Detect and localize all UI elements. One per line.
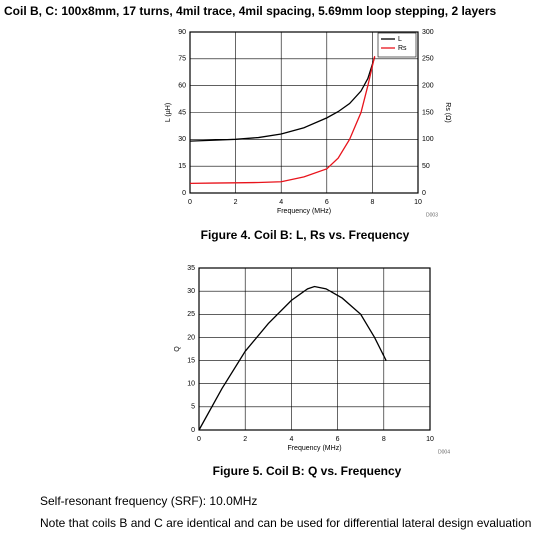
- y-tick-label: 30: [187, 288, 195, 295]
- chart: 0 2 4 6 8 100153045607590050100150200250300Fr…: [165, 29, 451, 218]
- x-tick-label: 4: [289, 436, 293, 443]
- y-tick-label: 15: [178, 163, 186, 170]
- data-line: [198, 285, 387, 431]
- x-tick-label: 2: [243, 436, 247, 443]
- x-tick-label: 6: [325, 199, 329, 206]
- y-tick-label: 30: [178, 136, 186, 143]
- x-tick-label: 4: [279, 199, 283, 206]
- note: Note that coils B and C are identical an…: [40, 516, 532, 530]
- x-tick-label: 2: [234, 199, 238, 206]
- y2-axis-label: Rs (Ω): [444, 102, 451, 122]
- x-tick-label: 8: [370, 199, 374, 206]
- y-axis-label: L (µH): [165, 103, 172, 122]
- x-tick-label: 10: [414, 199, 422, 206]
- plot-frame: [189, 31, 419, 194]
- x-tick-label: 0: [197, 436, 201, 443]
- y-tick-label: 90: [178, 29, 186, 36]
- x-tick-label: 0: [188, 199, 192, 206]
- y-tick-label: 5: [191, 404, 195, 411]
- data-line: [189, 56, 376, 142]
- x-tick-label: 8: [382, 436, 386, 443]
- page-title: Coil B, C: 100x8mm, 17 turns, 4mil trace…: [4, 4, 497, 18]
- y2-tick-label: 0: [422, 190, 426, 197]
- y-tick-label: 0: [182, 190, 186, 197]
- data-line: [189, 56, 376, 184]
- y2-tick-label: 100: [422, 136, 434, 143]
- chart: 0 2 4 6 8 10 0 5 10 15 20 25 30 35 Frequency (MHz) Q D00…: [174, 265, 450, 455]
- note: Self-resonant frequency (SRF): 10.0MHz: [40, 494, 258, 508]
- y-tick-label: 25: [187, 311, 195, 318]
- y-tick-label: 15: [187, 357, 195, 364]
- y-tick-label: 75: [178, 56, 186, 63]
- x-tick-label: 10: [426, 436, 434, 443]
- legend-label: Rs: [398, 45, 407, 52]
- y-tick-label: 35: [187, 265, 195, 272]
- plot-frame: [198, 267, 431, 431]
- y-tick-label: 0: [191, 427, 195, 434]
- caption: Figure 5. Coil B: Q vs. Frequency: [212, 464, 402, 478]
- y-tick-label: 45: [178, 109, 186, 116]
- legend-box: [377, 32, 417, 58]
- y-tick-label: 10: [187, 381, 195, 388]
- figure-code: D004: [438, 449, 450, 455]
- y2-tick-label: 300: [422, 29, 434, 36]
- figure-code: D003: [426, 212, 438, 218]
- y-tick-label: 20: [187, 334, 195, 341]
- x-tick-label: 6: [336, 436, 340, 443]
- y2-tick-label: 250: [422, 56, 434, 63]
- y2-tick-label: 50: [422, 163, 430, 170]
- x-axis-label: Frequency (MHz): [277, 208, 331, 215]
- y-axis-label: Q: [174, 346, 181, 352]
- y2-tick-label: 150: [422, 109, 434, 116]
- legend-label: L: [398, 36, 402, 43]
- y-tick-label: 60: [178, 83, 186, 90]
- x-axis-label: Frequency (MHz): [287, 445, 341, 452]
- caption: Figure 4. Coil B: L, Rs vs. Frequency: [200, 228, 410, 242]
- y2-tick-label: 200: [422, 83, 434, 90]
